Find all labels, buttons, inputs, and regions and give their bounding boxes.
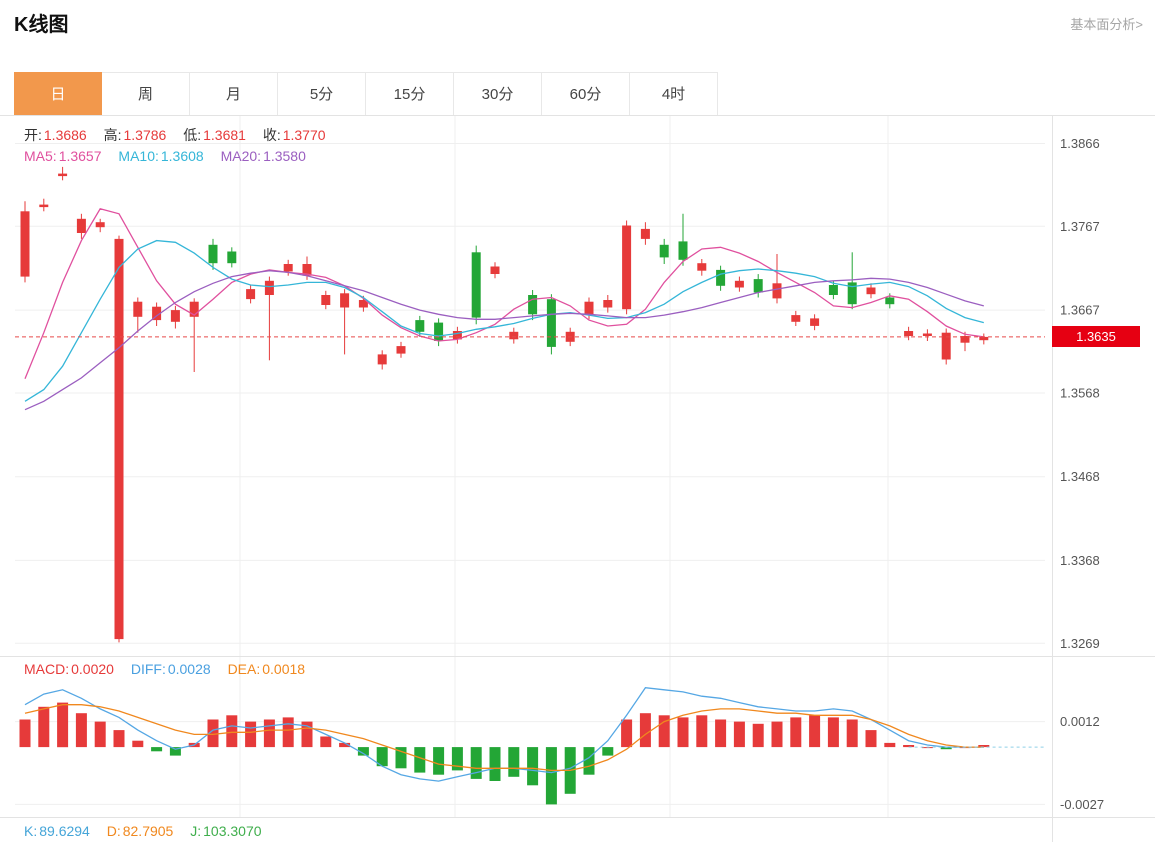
macd-histogram-layer [19, 702, 990, 805]
svg-text:1.3667: 1.3667 [1060, 303, 1100, 318]
dea-label: DEA: [227, 661, 261, 677]
close-value: 1.3770 [282, 127, 326, 143]
svg-text:1.3767: 1.3767 [1060, 219, 1100, 234]
macd-label: MACD: [24, 661, 70, 677]
tab-4hour[interactable]: 4时 [630, 72, 718, 116]
d-value: 82.7905 [122, 823, 174, 839]
ma5-label: MA5: [24, 148, 57, 164]
tab-monthly[interactable]: 月 [190, 72, 278, 116]
page-title: K线图 [14, 14, 69, 36]
current-price-tag: 1.3635 [1052, 326, 1140, 347]
svg-text:1.3468: 1.3468 [1060, 469, 1100, 484]
dea-value: 0.0018 [262, 661, 306, 677]
ohlc-legend: 开: 1.3686 高: 1.3786 低: 1.3681 收: 1.3770 [24, 125, 339, 145]
tab-daily[interactable]: 日 [14, 72, 102, 116]
j-label: J: [190, 823, 202, 839]
ma-legend: MA5: 1.3657 MA10: 1.3608 MA20: 1.3580 [24, 148, 319, 164]
dea-line [24, 704, 984, 772]
tab-30min[interactable]: 30分 [454, 72, 542, 116]
svg-text:1.3866: 1.3866 [1060, 136, 1100, 151]
candles-layer [20, 166, 989, 643]
high-value: 1.3786 [123, 127, 167, 143]
svg-text:1.3368: 1.3368 [1060, 553, 1100, 568]
j-value: 103.3070 [203, 823, 262, 839]
grid-layer [0, 115, 1155, 842]
low-value: 1.3681 [203, 127, 246, 143]
tab-15min[interactable]: 15分 [366, 72, 454, 116]
svg-text:-0.0027: -0.0027 [1060, 797, 1104, 812]
svg-text:0.0012: 0.0012 [1060, 714, 1100, 729]
ma10-value: 1.3608 [160, 148, 204, 164]
high-label: 高: [103, 127, 122, 143]
period-tabs: 日 周 月 5分 15分 30分 60分 4时 [14, 72, 718, 116]
tab-60min[interactable]: 60分 [542, 72, 630, 116]
ma-lines-layer [24, 208, 984, 411]
diff-value: 0.0028 [167, 661, 211, 677]
svg-text:1.3568: 1.3568 [1060, 386, 1100, 401]
ma5-value: 1.3657 [58, 148, 102, 164]
k-value: 89.6294 [39, 823, 90, 839]
axis-labels: 1.3866 1.3767 1.3667 1.3568 1.3468 1.3368 1.32… [1060, 136, 1104, 812]
kline-chart-svg: 1.3866 1.3767 1.3667 1.3568 1.3468 1.3368 1.32… [0, 115, 1155, 842]
macd-value: 0.0020 [71, 661, 114, 677]
svg-text:1.3269: 1.3269 [1060, 636, 1100, 651]
diff-label: DIFF: [130, 661, 166, 677]
close-label: 收: [262, 127, 281, 143]
ma10-label: MA10: [118, 148, 159, 164]
tab-5min[interactable]: 5分 [278, 72, 366, 116]
macd-legend: MACD: 0.0020 DIFF: 0.0028 DEA: 0.0018 [24, 661, 318, 677]
ma20-label: MA20: [220, 148, 262, 164]
kdj-legend: K: 89.6294 D: 82.7905 J: 103.3070 [24, 823, 275, 839]
tab-weekly[interactable]: 周 [102, 72, 190, 116]
low-label: 低: [183, 127, 202, 143]
k-label: K: [24, 823, 38, 839]
open-label: 开: [24, 127, 42, 143]
d-label: D: [106, 823, 121, 839]
open-value: 1.3686 [43, 127, 87, 143]
fundamental-analysis-link[interactable]: 基本面分析> [1070, 17, 1143, 32]
chart-area[interactable]: 1.3866 1.3767 1.3667 1.3568 1.3468 1.3368 1.32… [0, 115, 1155, 842]
diff-line [24, 687, 984, 782]
ma20-value: 1.3580 [263, 148, 306, 164]
